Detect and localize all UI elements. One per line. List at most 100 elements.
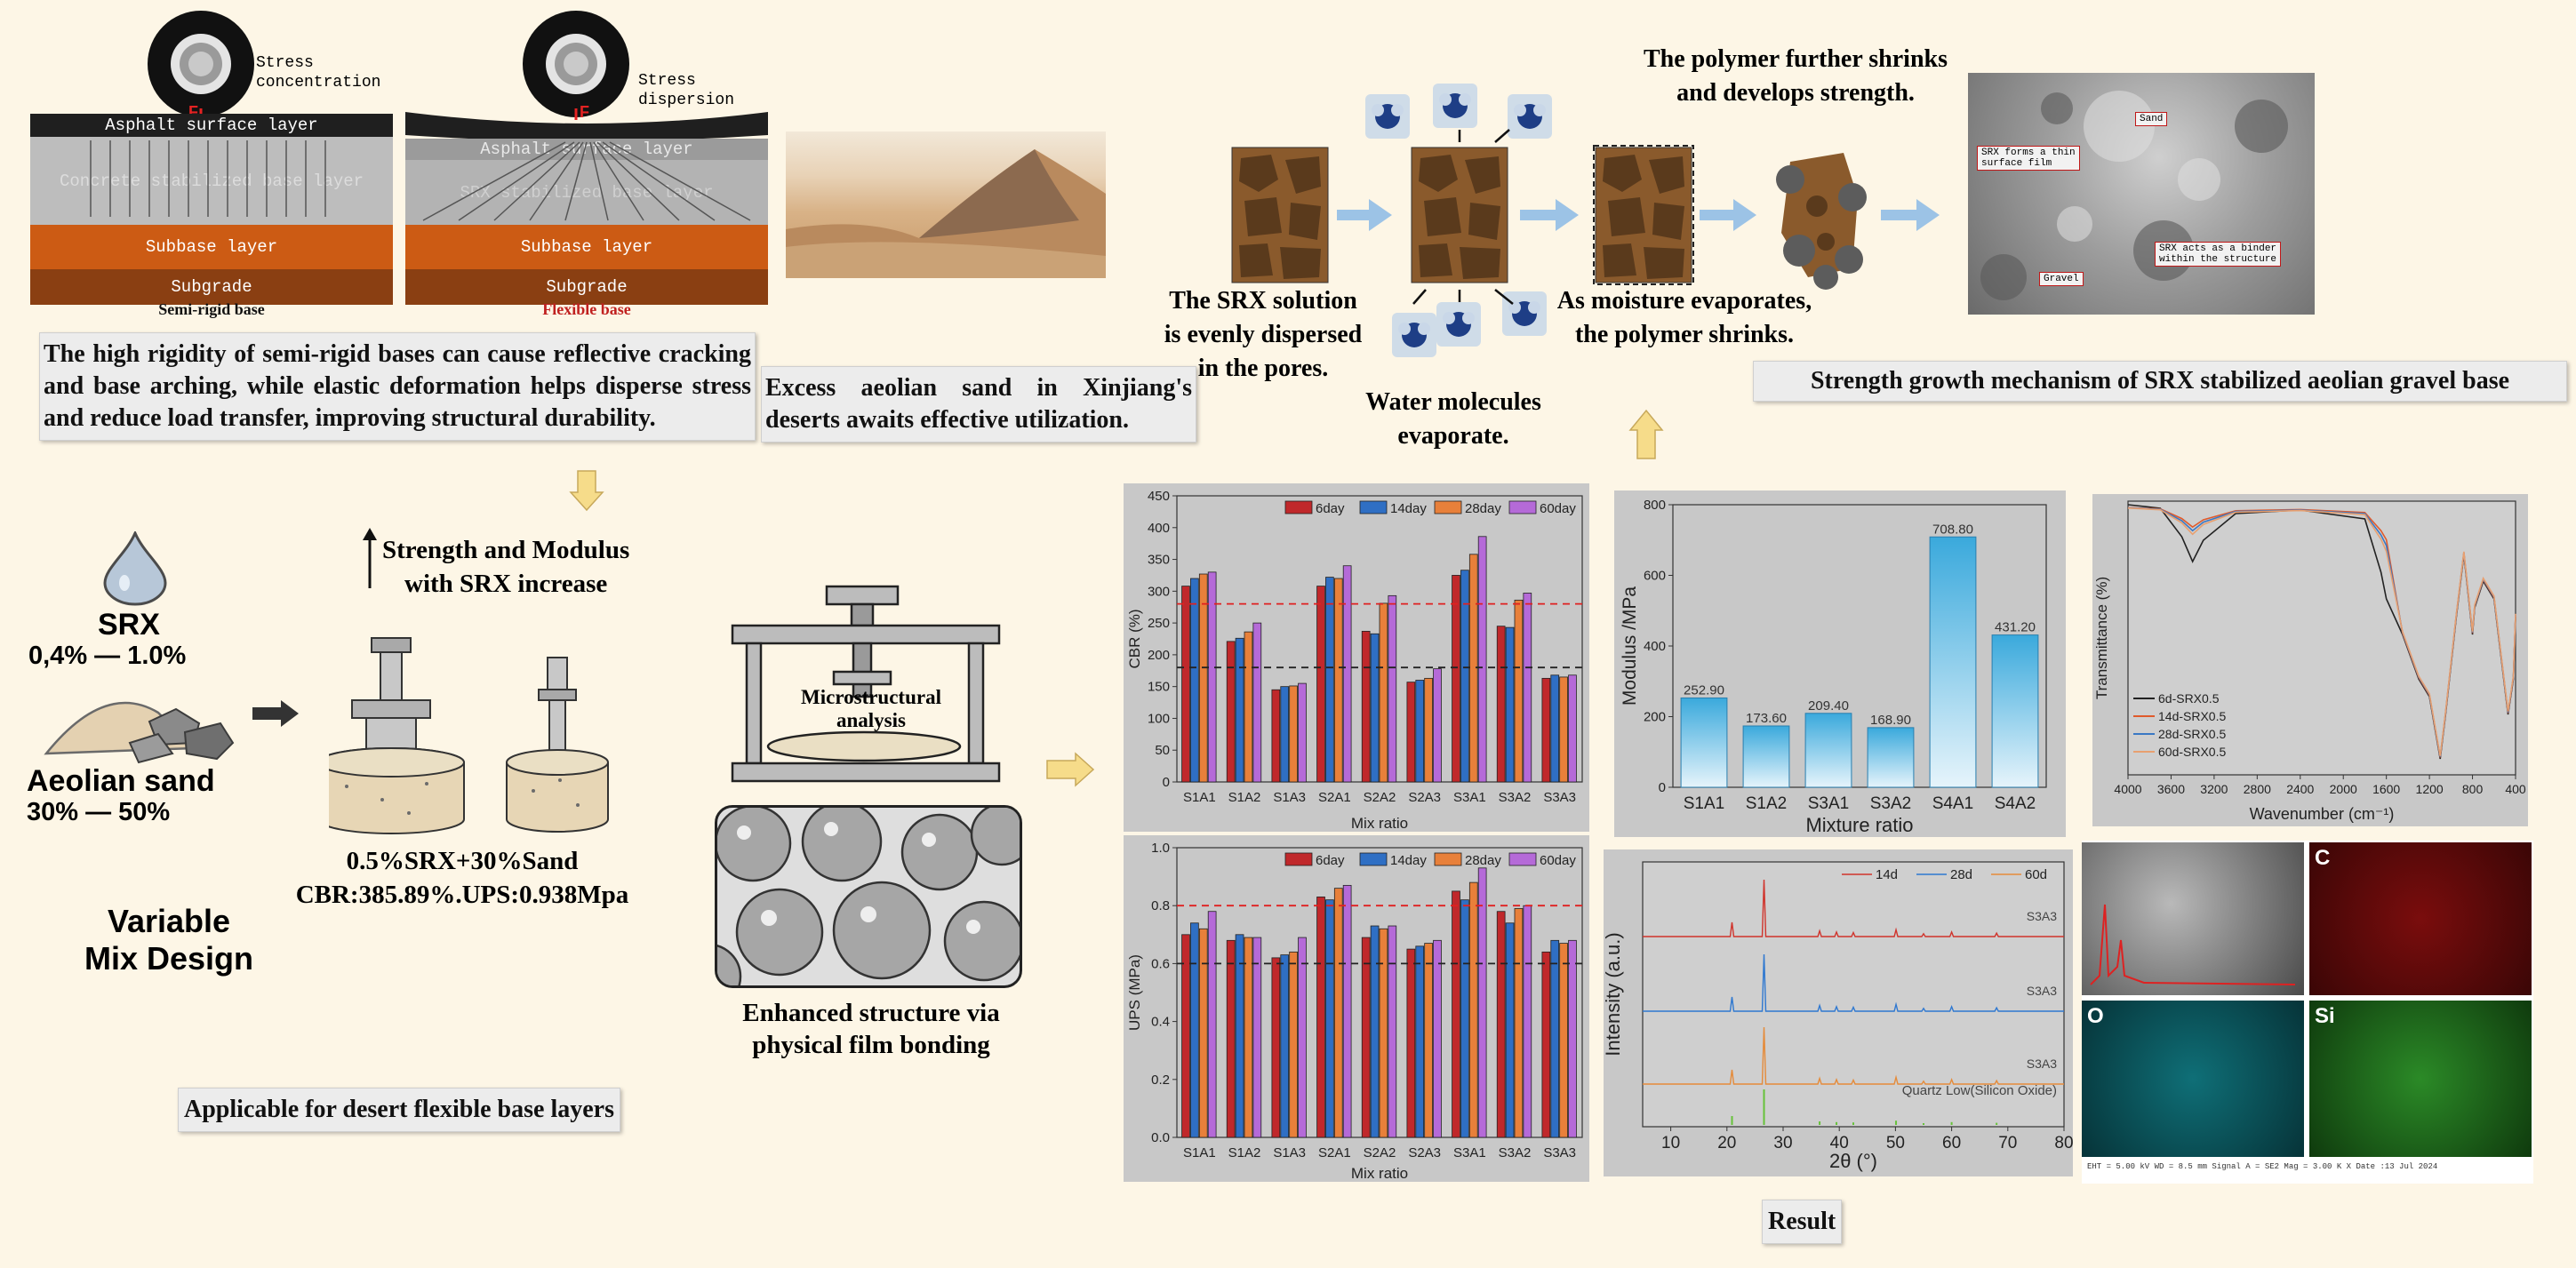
stress-dispersion-label: Stress dispersion [638,72,735,109]
bar [1496,911,1506,1138]
particles-icon [717,808,1020,985]
x-tick-label: 30 [1773,1134,1792,1152]
mechanism-top-text: The polymer further shrinks and develops… [1644,45,1948,107]
mechanism-diagram [1231,84,1940,357]
y-tick-label: 200 [1644,710,1666,725]
sand-label: Aeolian sand [27,764,215,798]
variable-mix-label: Variable Mix Design [84,903,254,977]
sand-dune-shape [786,149,1106,278]
legend-label: 28day [1465,501,1501,516]
data-label: 431.20 [1995,620,2036,635]
bar [1477,867,1487,1138]
pattern-label: S3A3 [2027,984,2057,998]
bar [1406,948,1416,1138]
xrd-chart: 10 20 30 40 50 60 70 80 S3A3 S3A3 S3A3 Quartz Low(S… [1602,849,2074,1176]
pattern-label: S3A3 [2027,909,2057,923]
legend-label: 60d-SRX0.5 [2158,745,2226,759]
reference-label: Quartz Low(Silicon Oxide) [1902,1083,2057,1098]
x-tick-label: S3A3 [1543,1145,1576,1160]
bar [1226,939,1236,1138]
ups-chart-svg: 0.0 0.2 0.4 0.6 0.8 1.0 S1A1 S1A2 S1A3 S2A1 S2A2 S2… [1126,841,1583,1182]
y-tick-label: 100 [1148,711,1170,726]
sem-texture [1980,91,2288,300]
sem-image: Sand SRX forms a thin surface film SRX a… [1968,73,2315,315]
x-tick-label: 70 [1998,1134,2017,1152]
bar [1271,689,1281,783]
bar [1198,573,1208,783]
bar [1252,937,1262,1138]
xrd-chart-svg: 10 20 30 40 50 60 70 80 S3A3 S3A3 S3A3 Quartz Low(S… [1602,861,2074,1172]
bar [1198,928,1208,1138]
y-tick-label: 400 [1148,521,1170,536]
srx-range: 0,4% — 1.0% [28,642,187,670]
asphalt-layer: Asphalt surface layer [30,114,393,137]
x-tick-label: S1A3 [1273,1145,1306,1160]
x-tick-label: 4000 [2114,782,2141,796]
x-axis-label: 2θ (°) [1829,1150,1877,1172]
bar [1460,570,1469,783]
y-tick-label: 0.4 [1151,1015,1170,1030]
microstructural-label: Microstructural analysis [801,686,941,731]
legend-label: 6d-SRX0.5 [2158,691,2220,706]
ftir-chart: 4000 3600 3200 2800 2400 2000 1600 1200 800 400 6d… [2092,494,2528,826]
y-tick-label: 400 [1644,639,1666,654]
x-tick-label: 800 [2462,782,2484,796]
x-axis-label: Mix ratio [1351,815,1408,832]
bar [1325,899,1334,1138]
y-axis-label: UPS (MPa) [1126,954,1143,1031]
legend-swatch [1359,852,1388,866]
semi-rigid-diagram: Stress concentration F Asphalt surface l… [30,9,393,329]
x-tick-label: S3A2 [1870,794,1911,813]
x-tick-label: S3A1 [1453,1145,1486,1160]
subgrade-layer: Subgrade [405,269,768,305]
spectrum-line [2127,507,2516,756]
legend-swatch [1284,852,1313,866]
eds-sem-tile [2082,842,2304,995]
sand-pile-icon [44,701,235,764]
eds-silicon-tile [2309,1001,2532,1157]
bar [1252,622,1262,783]
x-tick-label: S2A1 [1318,1145,1351,1160]
y-tick-label: 0.0 [1151,1130,1170,1145]
droplet-icon [103,531,167,606]
y-tick-label: 0.2 [1151,1073,1170,1088]
y-tick-label: 50 [1155,743,1170,758]
bar [1207,571,1217,783]
data-label: 252.90 [1684,682,1724,698]
y-tick-label: 250 [1148,616,1170,631]
mechanism-step3: As moisture evaporates, the polymer shri… [1556,287,1812,348]
result-box: Result [1762,1200,1843,1244]
dispersion-arrows [422,141,751,221]
x-tick-label: 20 [1717,1134,1736,1152]
bar [1559,943,1568,1138]
mechanism-step2: Water molecules evaporate. [1365,388,1541,450]
bar [1742,725,1790,788]
bar [1991,634,2039,788]
pattern-line [1643,1026,2064,1085]
legend-label: 28day [1465,853,1501,868]
plot-area [1642,861,2065,1128]
pattern-line [1643,953,2064,1012]
bar [1379,928,1388,1138]
x-tick-label: S3A2 [1499,1145,1532,1160]
x-tick-label: 80 [2054,1134,2073,1152]
x-tick-label: 2000 [2330,782,2357,796]
x-tick-label: S1A2 [1228,1145,1261,1160]
bar [1424,943,1433,1138]
tire-icon [523,11,629,120]
y-tick-label: 350 [1148,553,1170,568]
bar [1433,939,1442,1138]
sem-label-sand: Sand [2135,112,2168,126]
data-label: 173.60 [1746,711,1787,726]
bar [1280,686,1290,783]
semi-rigid-caption: Semi-rigid base [158,300,265,318]
plot-area [1672,504,2047,788]
x-tick-label: S1A1 [1684,794,1724,813]
down-arrow-icon [569,470,604,512]
bar [1207,911,1217,1138]
base-layer: SRX stabilized base layer [405,160,768,225]
ftir-chart-svg: 4000 3600 3200 2800 2400 2000 1600 1200 800 400 6d… [2093,500,2526,823]
pattern-line [1643,879,2064,937]
bar [1325,577,1334,783]
eds-carbon-tile [2309,842,2532,995]
